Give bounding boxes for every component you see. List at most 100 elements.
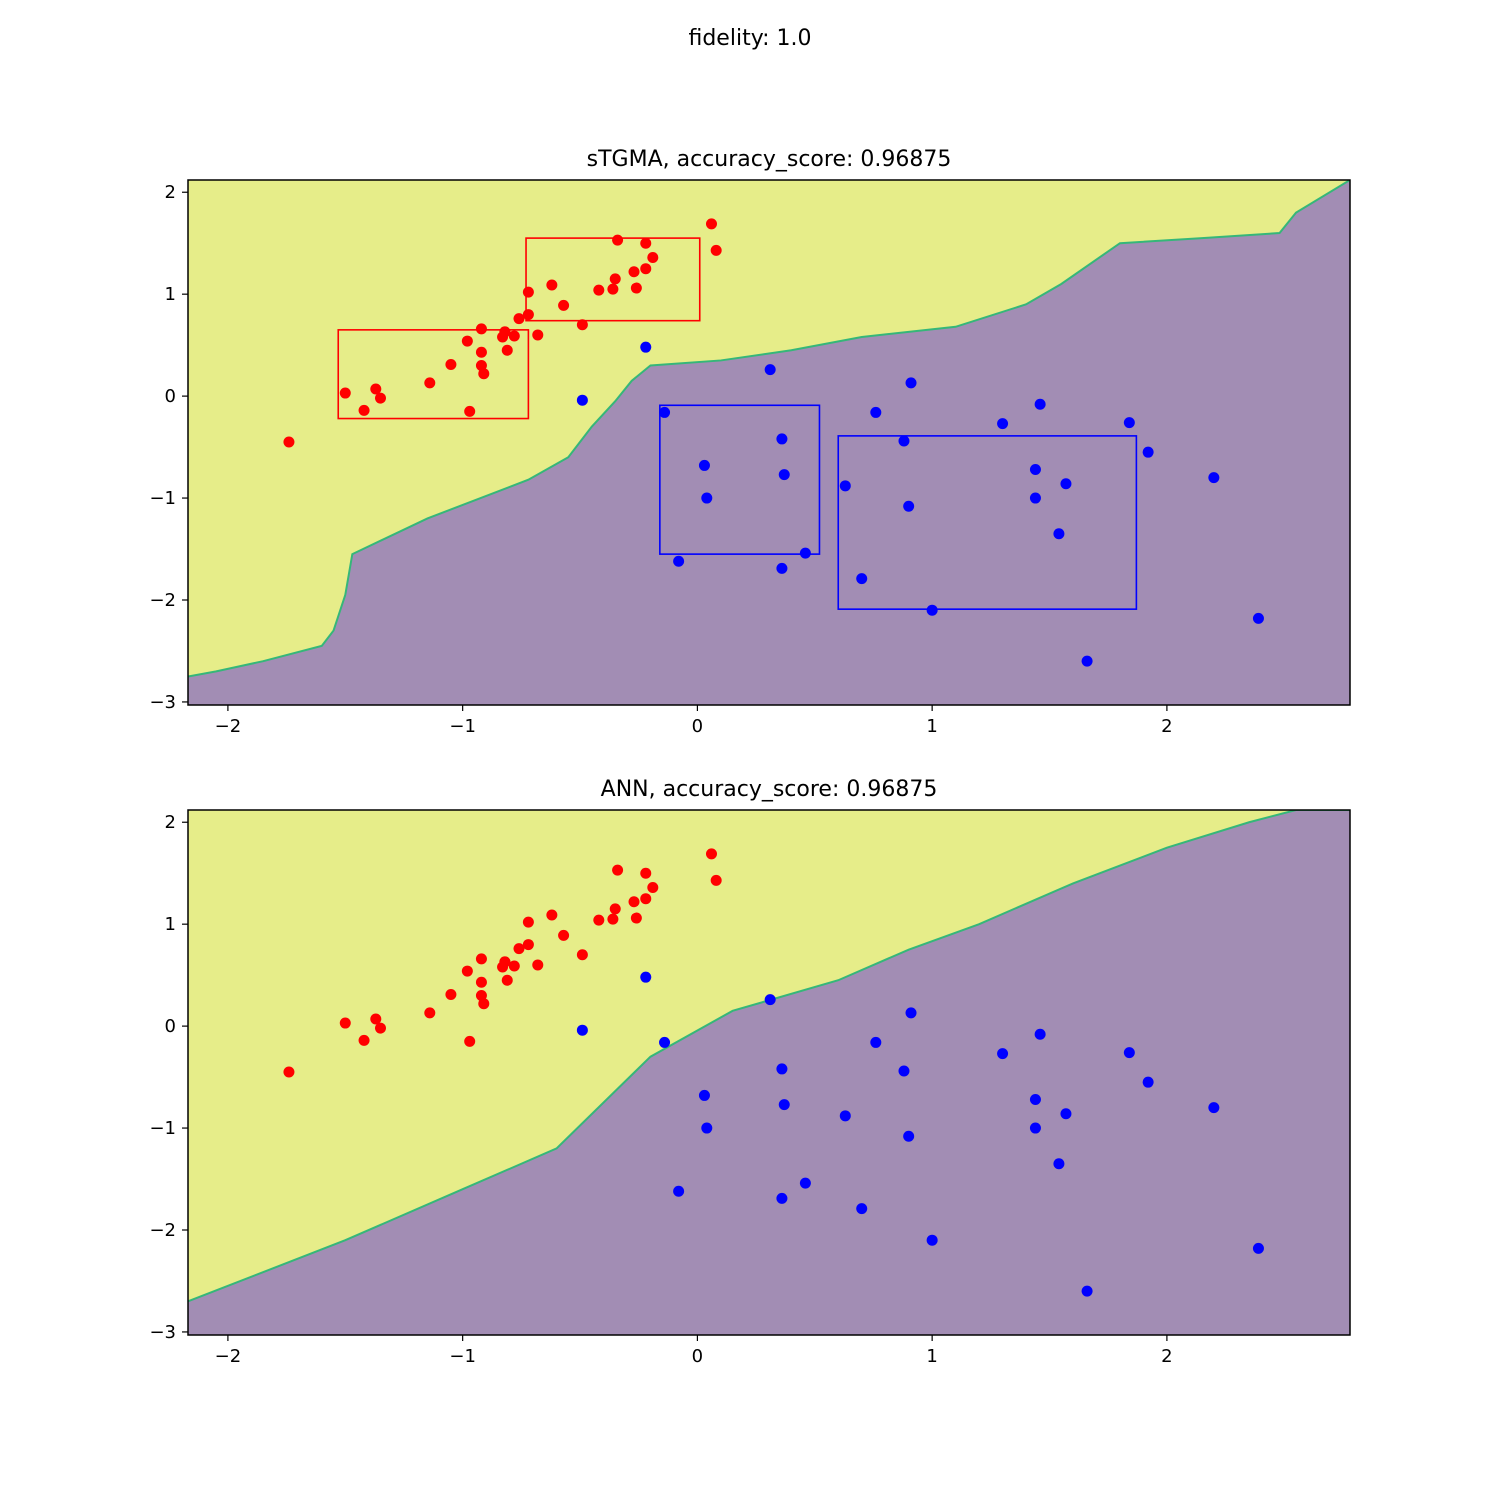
data-point-red xyxy=(640,263,652,275)
data-point-blue xyxy=(776,433,788,445)
data-point-red xyxy=(374,1022,386,1034)
data-point-blue xyxy=(856,1203,868,1215)
data-point-red xyxy=(609,903,621,915)
data-point-red xyxy=(370,1013,382,1025)
data-point-red xyxy=(464,405,476,417)
data-point-red xyxy=(612,864,624,876)
data-point-blue xyxy=(898,435,910,447)
data-point-red xyxy=(607,283,619,295)
data-point-red xyxy=(576,319,588,331)
data-point-red xyxy=(522,916,534,928)
data-point-blue xyxy=(640,971,652,983)
panel-title: sTGMA, accuracy_score: 0.96875 xyxy=(587,147,952,172)
data-point-blue xyxy=(698,1089,710,1101)
x-tick-label: −2 xyxy=(215,716,242,737)
data-point-red xyxy=(501,974,513,986)
data-point-blue xyxy=(776,1192,788,1204)
x-tick-label: 2 xyxy=(1161,716,1172,737)
data-point-blue xyxy=(778,469,790,481)
data-point-blue xyxy=(576,394,588,406)
data-point-red xyxy=(612,234,624,246)
data-point-red xyxy=(607,913,619,925)
data-point-red xyxy=(508,960,520,972)
data-point-red xyxy=(475,976,487,988)
data-point-red xyxy=(710,874,722,886)
x-tick-label: −2 xyxy=(215,1346,242,1367)
y-tick-label: 0 xyxy=(165,1016,176,1037)
data-point-red xyxy=(499,326,511,338)
data-point-blue xyxy=(799,1177,811,1189)
data-point-red xyxy=(640,867,652,879)
data-point-red xyxy=(370,383,382,395)
data-point-red xyxy=(630,912,642,924)
data-point-blue xyxy=(905,1007,917,1019)
data-point-blue xyxy=(1252,612,1264,624)
data-point-red xyxy=(475,323,487,335)
data-point-red xyxy=(630,282,642,294)
chart-panel-ann: ANN, accuracy_score: 0.96875 −2 −1 0 1 2 −3 −2 −… xyxy=(149,777,1351,1367)
data-point-blue xyxy=(903,500,915,512)
y-tick-label: −2 xyxy=(149,1220,176,1241)
data-point-red xyxy=(513,943,525,955)
data-point-blue xyxy=(1034,398,1046,410)
plot-area xyxy=(188,180,1350,705)
data-point-blue xyxy=(799,547,811,559)
data-point-red xyxy=(710,244,722,256)
data-point-red xyxy=(445,359,457,371)
data-point-blue xyxy=(778,1099,790,1111)
data-point-red xyxy=(508,330,520,342)
y-tick-label: 2 xyxy=(165,812,176,833)
axes-frame xyxy=(187,809,1351,1336)
data-point-red xyxy=(647,881,659,893)
decision-region-yellow xyxy=(188,810,1350,1302)
decision-region-yellow xyxy=(188,180,1350,677)
data-point-red xyxy=(609,273,621,285)
data-point-red xyxy=(424,1007,436,1019)
data-point-red xyxy=(705,848,717,860)
data-point-red xyxy=(513,313,525,325)
region-box-blue xyxy=(659,404,821,555)
data-point-red xyxy=(283,1066,295,1078)
data-point-blue xyxy=(1029,464,1041,476)
data-point-red xyxy=(461,965,473,977)
data-point-red xyxy=(478,998,490,1010)
x-tick-label: −1 xyxy=(449,1346,476,1367)
x-tick-label: 1 xyxy=(926,716,937,737)
data-point-red xyxy=(475,346,487,358)
data-point-red xyxy=(558,929,570,941)
data-point-red xyxy=(461,335,473,347)
data-point-red xyxy=(358,404,370,416)
data-point-blue xyxy=(776,1063,788,1075)
data-point-red xyxy=(522,939,534,951)
data-point-red xyxy=(705,218,717,230)
data-point-blue xyxy=(926,604,938,616)
data-point-red xyxy=(647,251,659,263)
data-point-red xyxy=(628,896,640,908)
data-point-red xyxy=(522,309,534,321)
x-tick-label: −1 xyxy=(449,716,476,737)
y-tick-label: 0 xyxy=(165,386,176,407)
data-point-blue xyxy=(764,994,776,1006)
data-point-red xyxy=(532,959,544,971)
data-point-red xyxy=(501,344,513,356)
data-point-blue xyxy=(905,377,917,389)
data-point-blue xyxy=(1053,528,1065,540)
data-point-blue xyxy=(870,406,882,418)
data-point-blue xyxy=(1029,1094,1041,1106)
data-point-red xyxy=(499,956,511,968)
data-point-blue xyxy=(701,1122,713,1134)
data-point-blue xyxy=(997,418,1009,430)
data-point-blue xyxy=(1142,1076,1154,1088)
data-point-red xyxy=(339,387,351,399)
data-point-red xyxy=(522,286,534,298)
data-point-blue xyxy=(870,1036,882,1048)
data-point-blue xyxy=(1034,1028,1046,1040)
data-point-red xyxy=(464,1035,476,1047)
data-point-blue xyxy=(1208,1102,1220,1114)
data-point-blue xyxy=(1029,1122,1041,1134)
data-point-blue xyxy=(659,406,671,418)
data-point-red xyxy=(593,914,605,926)
y-tick-label: −3 xyxy=(149,1322,176,1343)
data-point-blue xyxy=(1208,472,1220,484)
data-point-red xyxy=(532,329,544,341)
